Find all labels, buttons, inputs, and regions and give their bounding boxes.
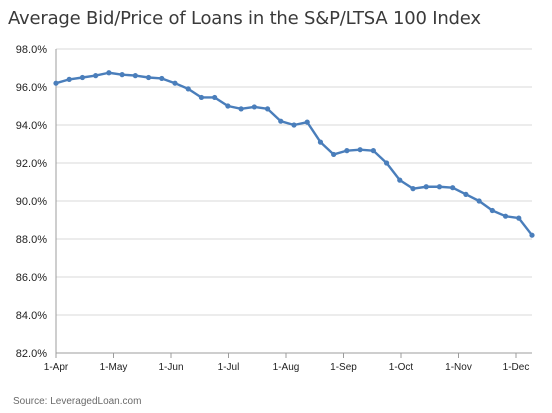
series-layer: [53, 70, 535, 238]
y-tick-label: 94.0%: [16, 120, 47, 132]
data-point: [119, 72, 125, 78]
data-point: [198, 94, 205, 101]
data-point: [502, 213, 509, 219]
data-point: [106, 70, 112, 76]
data-point: [383, 160, 390, 166]
x-tick-label: 1-Sep: [330, 362, 357, 373]
data-point: [291, 122, 297, 128]
data-point: [145, 74, 152, 81]
axis-layer: [55, 49, 532, 358]
data-point: [436, 184, 443, 190]
y-tick-label: 98.0%: [16, 44, 47, 56]
data-point: [79, 74, 86, 81]
data-point: [304, 119, 310, 125]
y-tick-label: 82.0%: [16, 348, 47, 360]
data-point: [264, 106, 271, 112]
x-axis-tick-labels: 1-Apr 1-May 1-Jun 1-Jul 1-Aug 1-Sep 1-Oct 1-Nov…: [44, 362, 530, 373]
data-point: [489, 207, 495, 214]
data-point: [225, 103, 231, 109]
x-tick-label: 1-Aug: [273, 362, 300, 373]
data-point: [159, 75, 165, 82]
source-note: Source: LeveragedLoan.com: [13, 396, 142, 407]
grid-layer: [56, 48, 532, 316]
x-tick-label: 1-Apr: [44, 362, 69, 373]
data-point: [370, 148, 376, 154]
data-point: [516, 215, 522, 221]
data-point: [66, 76, 72, 82]
y-axis-tick-labels: 82.0% 84.0% 86.0% 88.0% 90.0% 92.0% 94.0% 96.0%…: [16, 44, 47, 360]
x-tick-label: 1-Jun: [158, 362, 183, 373]
y-tick-label: 90.0%: [16, 196, 47, 208]
x-tick-label: 1-Jul: [218, 362, 240, 373]
data-point: [317, 139, 324, 145]
y-tick-label: 86.0%: [16, 272, 47, 284]
data-point: [251, 104, 257, 110]
y-tick-label: 92.0%: [16, 158, 47, 170]
data-point: [397, 177, 403, 183]
data-point: [185, 86, 191, 92]
x-tick-label: 1-Oct: [389, 362, 414, 373]
chart-title: Average Bid/Price of Loans in the S&P/LT…: [8, 8, 481, 29]
data-point: [331, 151, 337, 158]
data-point: [278, 118, 284, 124]
y-tick-label: 84.0%: [16, 310, 47, 322]
data-point: [357, 147, 363, 153]
x-tick-label: 1-May: [100, 362, 128, 373]
y-tick-label: 96.0%: [16, 82, 47, 94]
data-point: [529, 232, 535, 238]
data-point: [476, 198, 482, 204]
data-point: [344, 148, 350, 154]
data-point: [212, 94, 218, 101]
data-point: [423, 184, 429, 190]
data-point: [172, 80, 178, 86]
data-point: [463, 191, 469, 197]
data-point: [410, 186, 416, 192]
series-line: [55, 71, 533, 236]
data-point: [450, 185, 456, 191]
data-point: [53, 80, 59, 86]
data-point: [93, 73, 99, 79]
y-tick-label: 88.0%: [16, 234, 47, 246]
data-point: [238, 106, 244, 112]
data-point: [132, 73, 138, 79]
x-tick-label: 1-Dec: [503, 362, 530, 373]
x-tick-label: 1-Nov: [445, 362, 472, 373]
